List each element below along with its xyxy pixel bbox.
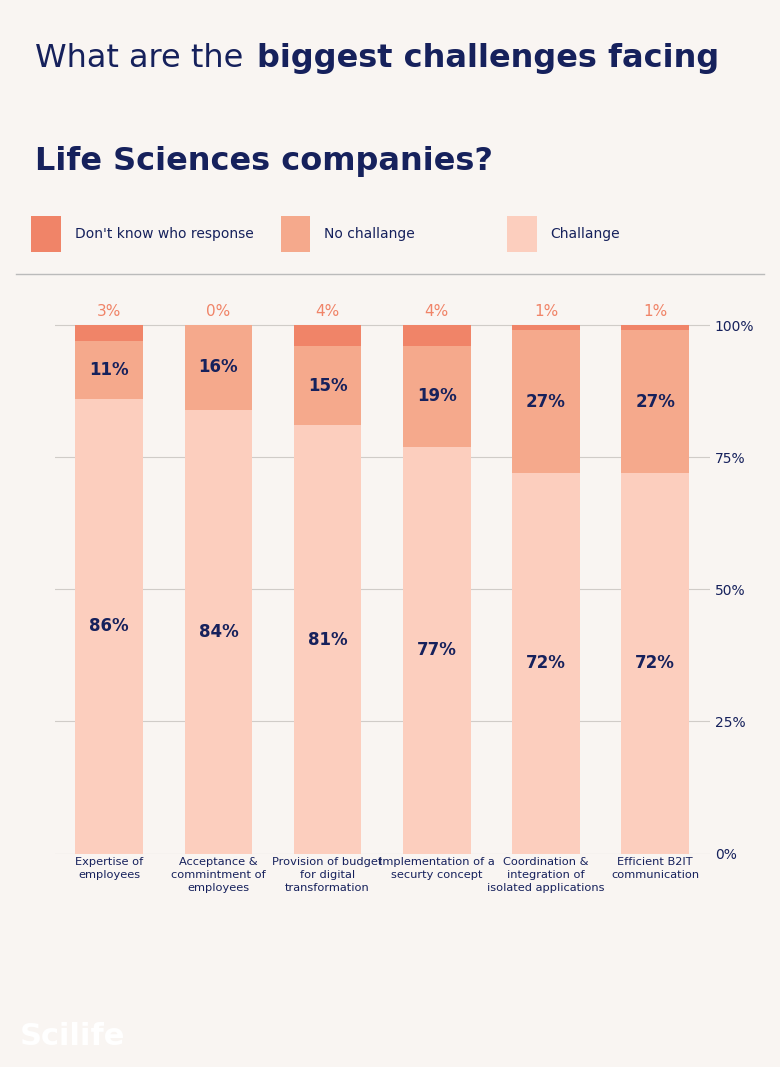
Text: 84%: 84% bbox=[199, 623, 238, 640]
Text: 0%: 0% bbox=[206, 304, 231, 319]
Bar bbox=[31, 217, 61, 252]
Text: Don't know who response: Don't know who response bbox=[75, 227, 254, 241]
Text: Acceptance &
commintment of
employees: Acceptance & commintment of employees bbox=[171, 857, 266, 893]
Text: 72%: 72% bbox=[526, 654, 566, 672]
Bar bbox=[76, 399, 143, 854]
Bar bbox=[294, 346, 361, 426]
Text: 19%: 19% bbox=[417, 387, 456, 405]
Text: Scilife: Scilife bbox=[20, 1021, 126, 1051]
Text: 15%: 15% bbox=[308, 377, 347, 395]
Text: Expertise of
employees: Expertise of employees bbox=[75, 857, 144, 880]
Text: 27%: 27% bbox=[526, 393, 566, 411]
Bar bbox=[512, 473, 580, 854]
Bar bbox=[185, 325, 252, 410]
Bar bbox=[294, 426, 361, 854]
Text: 4%: 4% bbox=[424, 304, 449, 319]
Text: Life Sciences companies?: Life Sciences companies? bbox=[35, 146, 493, 177]
Text: Challange: Challange bbox=[551, 227, 620, 241]
Bar bbox=[185, 410, 252, 854]
Bar bbox=[76, 325, 143, 340]
Bar bbox=[403, 447, 470, 854]
Text: 81%: 81% bbox=[308, 631, 347, 649]
Text: No challange: No challange bbox=[324, 227, 415, 241]
Bar bbox=[507, 217, 537, 252]
Bar bbox=[512, 331, 580, 473]
Bar bbox=[512, 325, 580, 331]
Text: 72%: 72% bbox=[635, 654, 675, 672]
Text: 16%: 16% bbox=[199, 359, 238, 377]
Text: Efficient B2IT
communication: Efficient B2IT communication bbox=[612, 857, 699, 880]
Text: Coordination &
integration of
isolated applications: Coordination & integration of isolated a… bbox=[488, 857, 604, 893]
Text: biggest challenges facing: biggest challenges facing bbox=[257, 43, 720, 74]
Text: 3%: 3% bbox=[97, 304, 122, 319]
Text: 86%: 86% bbox=[90, 618, 129, 635]
Text: 4%: 4% bbox=[315, 304, 340, 319]
Bar bbox=[294, 325, 361, 346]
Bar bbox=[403, 325, 470, 346]
Text: 11%: 11% bbox=[90, 361, 129, 379]
Text: Provision of budget
for digital
transformation: Provision of budget for digital transfor… bbox=[272, 857, 383, 893]
Text: 77%: 77% bbox=[417, 641, 457, 659]
Text: 27%: 27% bbox=[635, 393, 675, 411]
Text: Implementation of a
securty concept: Implementation of a securty concept bbox=[379, 857, 495, 880]
Bar bbox=[403, 346, 470, 447]
Text: What are the: What are the bbox=[35, 43, 254, 74]
Text: 1%: 1% bbox=[643, 304, 668, 319]
Bar bbox=[622, 325, 689, 331]
Text: 1%: 1% bbox=[534, 304, 558, 319]
Bar bbox=[622, 331, 689, 473]
Bar bbox=[622, 473, 689, 854]
Bar bbox=[281, 217, 310, 252]
Bar bbox=[76, 340, 143, 399]
